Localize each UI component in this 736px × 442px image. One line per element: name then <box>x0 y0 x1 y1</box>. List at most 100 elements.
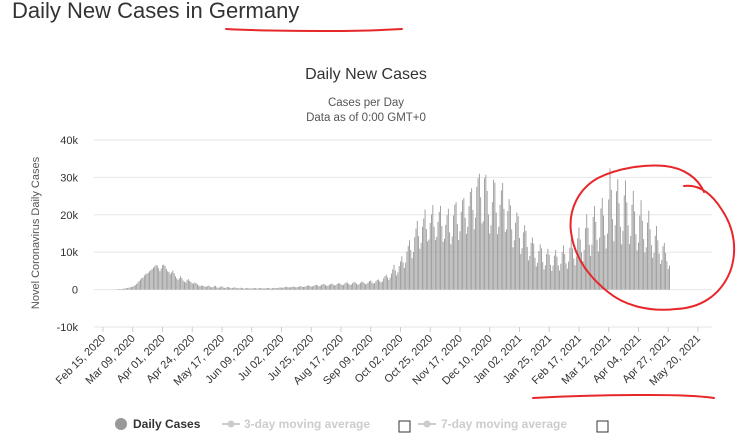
bar <box>424 209 426 290</box>
bar <box>605 248 607 290</box>
bar <box>612 219 614 290</box>
bar <box>313 285 315 290</box>
bar <box>406 251 408 290</box>
bar <box>636 250 638 290</box>
bar <box>295 287 297 290</box>
y-tick-label: 20k <box>60 210 78 222</box>
y-axis-title: Novel Coronavirus Daily Cases <box>30 156 42 309</box>
bar <box>519 237 520 290</box>
bar <box>255 288 257 290</box>
bar <box>260 287 262 290</box>
bar <box>155 264 157 290</box>
bar <box>623 195 625 290</box>
bar <box>544 265 546 290</box>
bar <box>497 234 498 290</box>
bar <box>297 286 299 290</box>
bar <box>434 239 436 290</box>
legend: Daily Cases 3-day moving average 7-day m… <box>115 417 609 433</box>
legend-item-3-day-average[interactable]: 3-day moving average <box>222 417 370 431</box>
checkbox-7-day-average[interactable] <box>596 420 609 433</box>
checkbox-3-day-average[interactable] <box>398 420 411 433</box>
legend-item-daily-cases[interactable]: Daily Cases <box>115 417 201 431</box>
bar <box>667 269 669 290</box>
bar <box>441 226 443 290</box>
bar <box>454 204 456 290</box>
bar <box>389 277 391 290</box>
bar <box>604 235 606 290</box>
bar <box>666 261 668 290</box>
bar <box>453 215 454 290</box>
bar <box>469 191 471 290</box>
bar <box>359 282 361 290</box>
bar <box>128 287 130 290</box>
legend-item-7-day-average[interactable]: 7-day moving average <box>418 417 567 431</box>
bar <box>433 226 435 290</box>
bar <box>238 288 240 290</box>
bar <box>515 222 517 290</box>
bar <box>323 283 325 290</box>
bar <box>314 285 316 290</box>
bar <box>535 266 537 290</box>
bar <box>588 244 590 290</box>
bar <box>383 278 385 290</box>
bar <box>287 287 289 290</box>
bar <box>138 281 140 290</box>
bar <box>212 287 214 290</box>
bar <box>274 288 276 290</box>
bar <box>600 208 602 290</box>
bar <box>270 288 272 290</box>
bar <box>368 281 370 290</box>
bar <box>150 270 152 290</box>
bar <box>478 173 480 290</box>
bar <box>159 271 161 290</box>
bar <box>638 242 639 290</box>
bar <box>506 229 507 290</box>
bar <box>181 278 183 290</box>
bar <box>325 285 326 290</box>
bar <box>429 223 431 290</box>
bar <box>167 271 169 290</box>
bar <box>226 287 228 290</box>
bar <box>185 282 187 290</box>
bar <box>621 244 623 290</box>
bar <box>661 260 663 290</box>
bar <box>409 240 410 290</box>
bar <box>381 281 383 290</box>
bar <box>520 254 522 290</box>
bar <box>256 288 258 290</box>
bar <box>524 225 526 290</box>
bar <box>548 254 550 290</box>
bar <box>619 226 621 290</box>
bar <box>146 273 148 290</box>
bar <box>217 287 219 290</box>
bar <box>326 285 328 290</box>
bar <box>418 236 420 290</box>
bar <box>177 279 179 290</box>
bar <box>422 226 423 290</box>
bar <box>559 270 561 290</box>
bar <box>609 168 611 290</box>
bar <box>132 286 134 290</box>
bar <box>190 282 192 290</box>
bar <box>292 286 294 290</box>
bar <box>494 182 496 290</box>
bar <box>628 243 630 290</box>
bar <box>490 225 492 290</box>
bar <box>659 264 661 290</box>
bar <box>634 211 636 290</box>
bar <box>322 284 324 290</box>
bar <box>149 271 151 290</box>
bar <box>464 217 466 290</box>
bar <box>583 249 585 290</box>
chart-subtitle-date: Data as of 0:00 GMT+0 <box>306 112 426 124</box>
bar <box>244 288 246 290</box>
bar <box>626 202 628 290</box>
bar <box>288 287 290 290</box>
bar <box>384 276 386 290</box>
bar <box>442 241 444 290</box>
bar <box>489 233 491 290</box>
bar <box>460 211 462 290</box>
bar <box>522 232 524 290</box>
bar <box>405 262 407 290</box>
bar <box>211 287 213 290</box>
